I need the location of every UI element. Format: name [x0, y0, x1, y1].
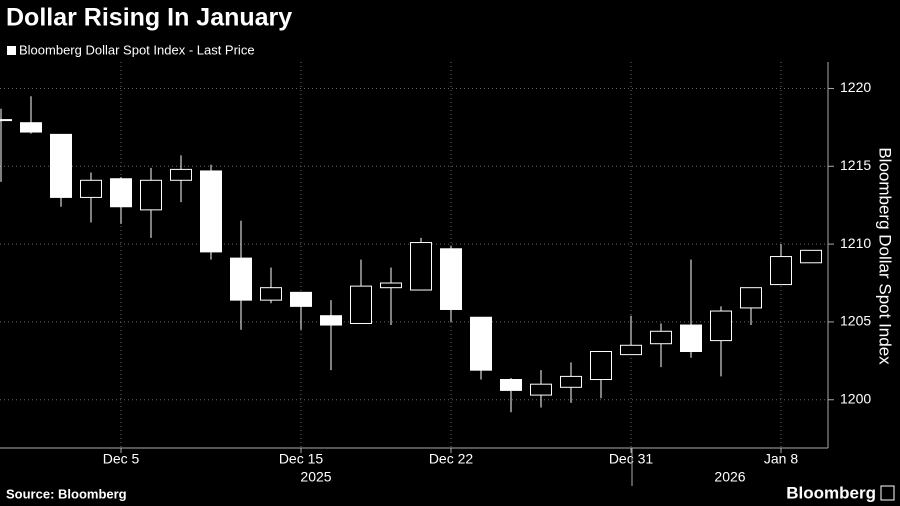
x-tick-label: Dec 15 — [279, 451, 324, 467]
candle-body — [410, 242, 432, 291]
x-tick-label: Dec 22 — [429, 451, 474, 467]
chart-title: Dollar Rising In January — [6, 4, 292, 32]
x-tick-label: Jan 8 — [764, 451, 798, 467]
candle-body — [470, 316, 492, 371]
candle-body — [290, 291, 312, 307]
candle-body — [650, 330, 672, 345]
candle-body — [320, 315, 342, 326]
candle-body — [200, 170, 222, 253]
candle-body — [440, 248, 462, 310]
legend-label: Bloomberg Dollar Spot Index - Last Price — [19, 42, 255, 57]
legend-swatch — [7, 46, 16, 55]
candle-body — [620, 344, 642, 356]
brand: Bloomberg — [786, 483, 876, 502]
candle-body — [20, 122, 42, 133]
candle-body — [0, 119, 12, 122]
candle-body — [350, 285, 372, 324]
x-tick-label: Dec 31 — [609, 451, 654, 467]
candle-body — [500, 379, 522, 391]
candle-body — [560, 375, 582, 388]
candle-body — [590, 351, 612, 381]
candle-body — [380, 282, 402, 289]
candle-body — [140, 179, 162, 211]
year-label: 2026 — [714, 469, 745, 485]
y-tick-label: 1200 — [840, 390, 871, 406]
candle-body — [110, 178, 132, 208]
candle-body — [170, 168, 192, 181]
candle-body — [50, 133, 72, 198]
x-tick-label: Dec 5 — [103, 451, 140, 467]
brand-icon — [880, 485, 895, 501]
y-tick-label: 1215 — [840, 157, 871, 173]
candle-body — [260, 287, 282, 301]
candle-body — [680, 324, 702, 352]
candle-body — [530, 383, 552, 396]
candle-body — [230, 257, 252, 301]
source: Source: Bloomberg — [6, 486, 127, 501]
candle-body — [740, 287, 762, 309]
y-axis-label: Bloomberg Dollar Spot Index — [876, 147, 895, 365]
y-tick-label: 1210 — [840, 235, 871, 251]
year-label: 2025 — [300, 469, 331, 485]
candle-body — [710, 310, 732, 342]
plot — [0, 96, 822, 413]
candle-body — [770, 256, 792, 286]
candle-body — [80, 179, 102, 198]
candle-body — [800, 249, 822, 264]
y-tick-label: 1220 — [840, 79, 871, 95]
y-tick-label: 1205 — [840, 313, 871, 329]
